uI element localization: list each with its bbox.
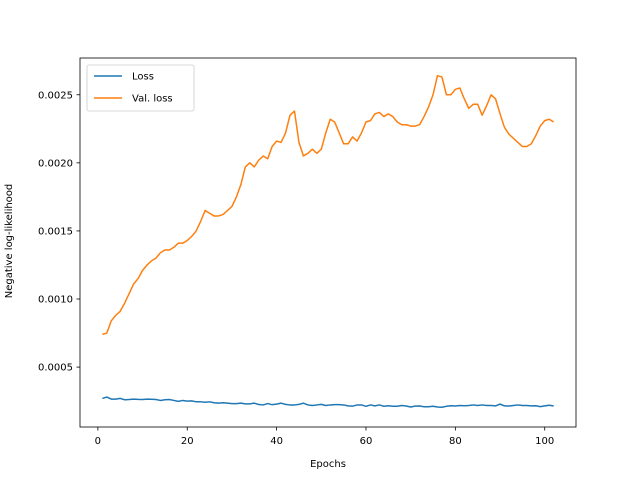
x-tick-label: 60	[360, 436, 373, 447]
y-tick-label: 0.0025	[38, 90, 73, 101]
legend-label: Loss	[132, 72, 154, 83]
plot-background	[80, 58, 576, 427]
axes-frame	[79, 57, 577, 428]
series-line-0	[102, 396, 554, 409]
plot-area	[80, 58, 576, 427]
x-axis-label: Epochs	[310, 459, 346, 470]
x-tick-label: 0	[95, 436, 101, 447]
legend-label: Val. loss	[132, 94, 173, 105]
y-tick-label: 0.0015	[38, 226, 73, 237]
axes-layer: 0 20 40 60 80 100 0.0005 0.0010 0.0015 0.0020 0.00…	[38, 57, 577, 447]
y-tick-label: 0.0005	[38, 363, 73, 374]
y-tick-label: 0.0020	[38, 158, 73, 169]
x-tick-label: 20	[181, 436, 194, 447]
series-line-1	[102, 74, 555, 336]
series-layer	[102, 74, 555, 409]
legend: Loss Val. loss	[86, 64, 195, 112]
x-tick-label: 80	[449, 436, 462, 447]
y-tick-label: 0.0010	[38, 295, 73, 306]
x-tick-label: 100	[535, 436, 554, 447]
y-axis-label: Negative log-likelihood	[4, 184, 15, 299]
x-tick-label: 40	[270, 436, 283, 447]
